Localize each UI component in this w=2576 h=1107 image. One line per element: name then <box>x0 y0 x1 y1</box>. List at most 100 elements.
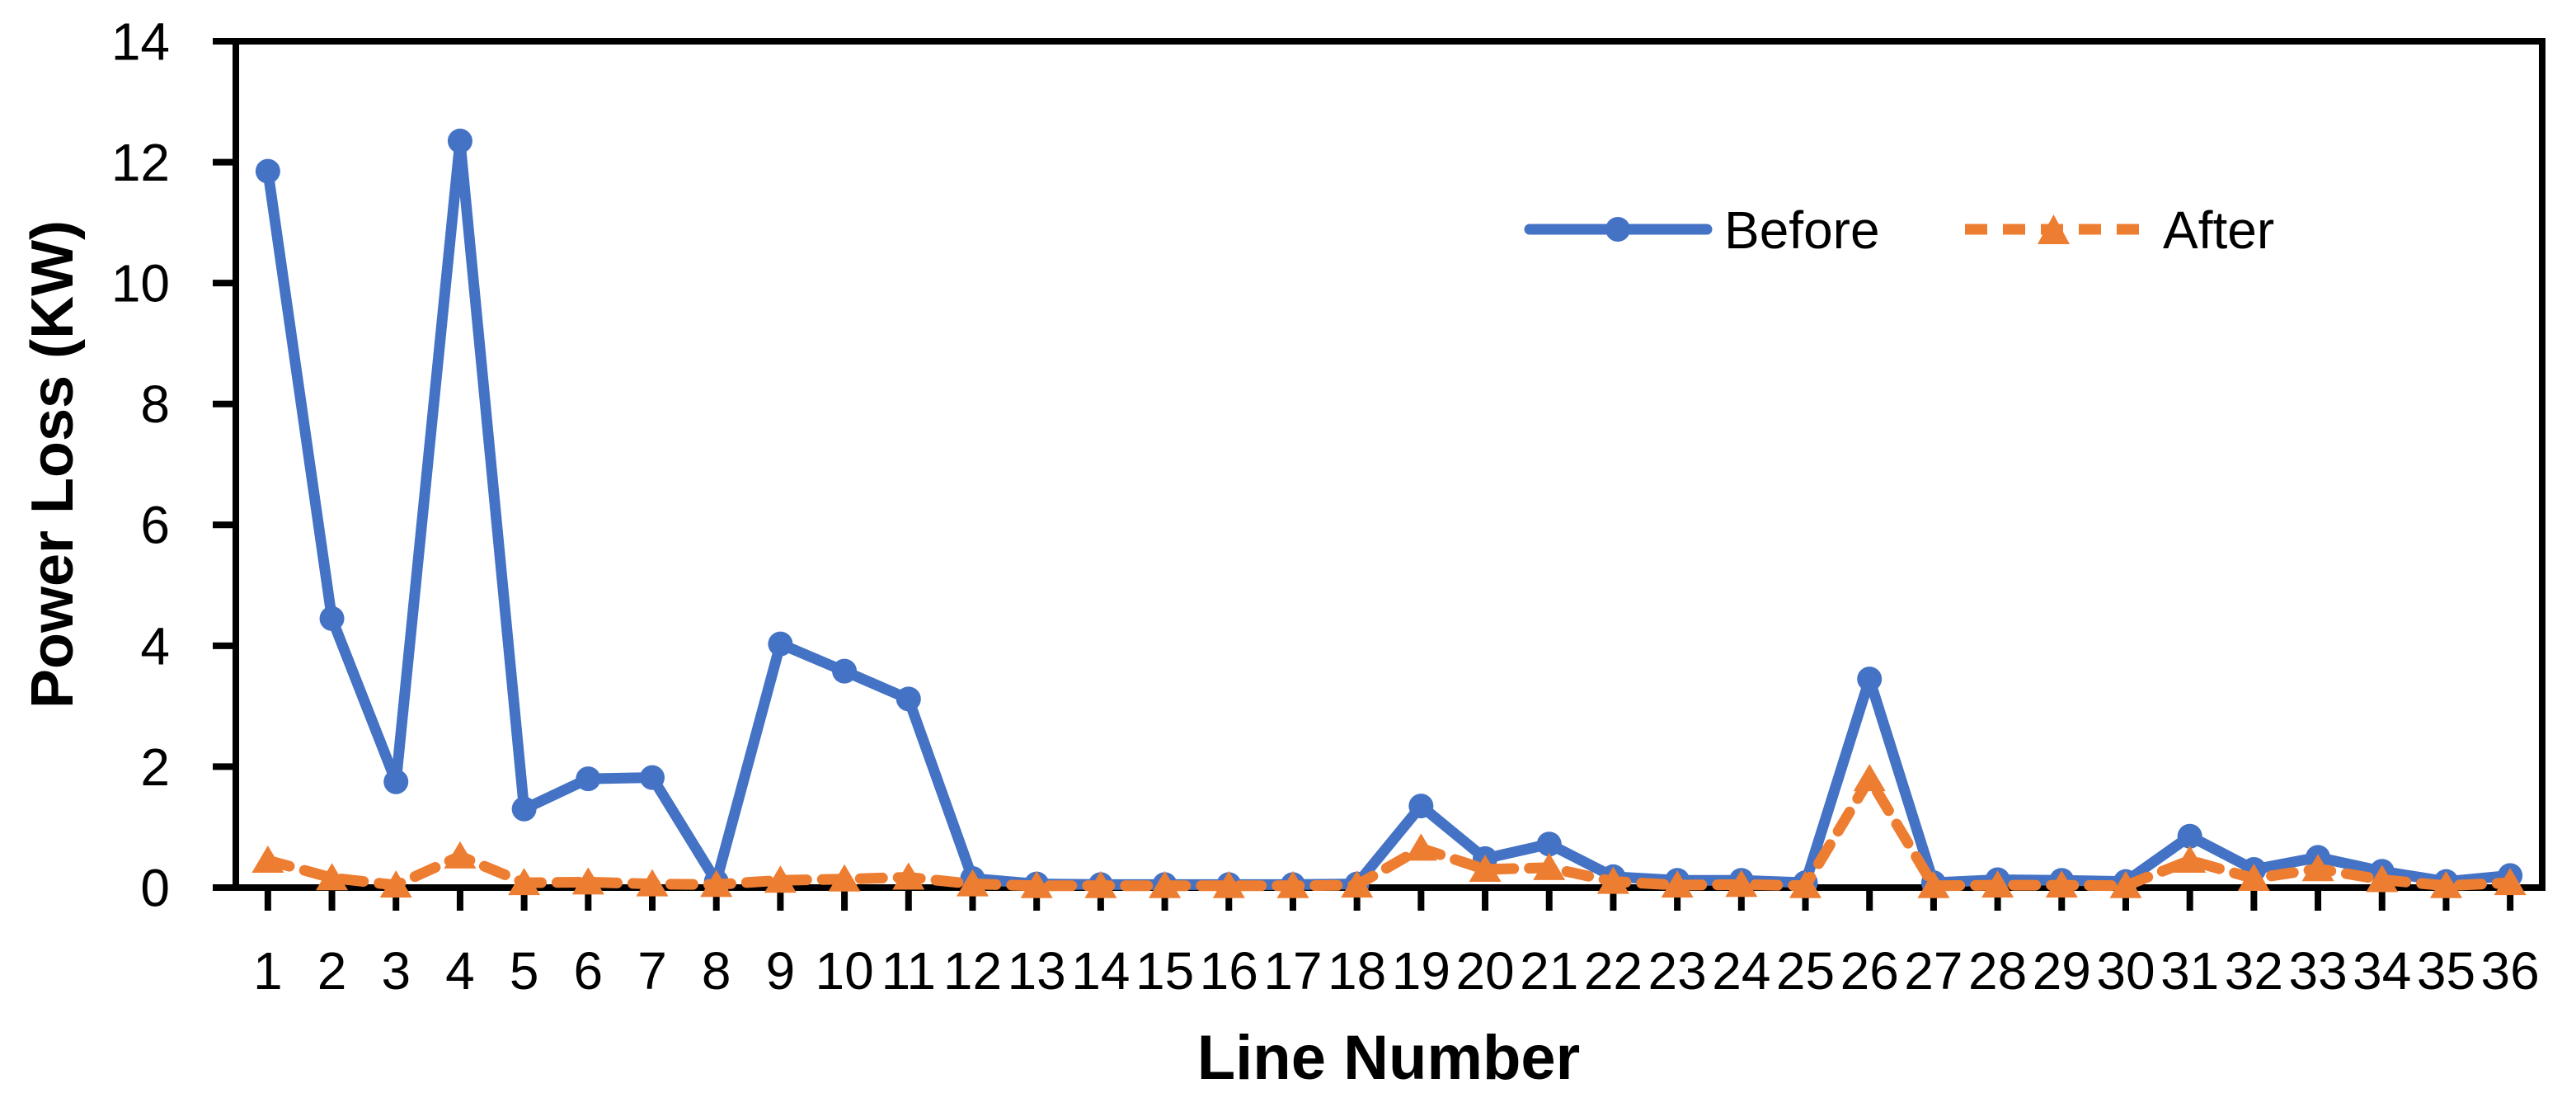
marker-after-29 <box>2045 870 2078 898</box>
marker-after-12 <box>956 869 989 897</box>
marker-after-31 <box>2174 846 2207 874</box>
x-tick-label-8: 8 <box>702 941 731 1001</box>
x-tick-label-12: 12 <box>943 941 1002 1001</box>
x-tick-label-31: 31 <box>2160 941 2219 1001</box>
x-tick-label-14: 14 <box>1071 941 1130 1001</box>
x-axis-title: Line Number <box>1197 1023 1581 1093</box>
x-tick-label-9: 9 <box>766 941 796 1001</box>
marker-after-20 <box>1469 855 1502 883</box>
legend-after-marker-icon <box>2038 214 2070 244</box>
y-axis-title: Power Loss (KW) <box>20 220 86 709</box>
x-tick-label-23: 23 <box>1648 941 1707 1001</box>
marker-after-27 <box>1917 870 1950 898</box>
marker-before-4 <box>447 128 472 153</box>
x-tick-label-22: 22 <box>1584 941 1643 1001</box>
marker-after-7 <box>636 869 669 897</box>
x-tick-label-21: 21 <box>1520 941 1578 1001</box>
y-tick-label-6: 6 <box>140 496 170 555</box>
marker-before-31 <box>2177 823 2202 849</box>
x-tick-label-30: 30 <box>2096 941 2155 1001</box>
marker-before-5 <box>511 796 537 822</box>
marker-after-22 <box>1596 866 1629 894</box>
x-tick-label-26: 26 <box>1840 941 1899 1001</box>
marker-after-17 <box>1276 870 1309 898</box>
x-tick-label-17: 17 <box>1263 941 1322 1001</box>
marker-after-18 <box>1341 870 1374 898</box>
x-tick-label-27: 27 <box>1904 941 1963 1001</box>
series-after-line <box>262 773 2516 892</box>
marker-after-34 <box>2366 864 2399 893</box>
marker-after-32 <box>2237 864 2270 892</box>
marker-after-14 <box>1084 870 1117 898</box>
marker-before-1 <box>255 158 280 184</box>
marker-after-30 <box>2109 870 2142 898</box>
x-tick-label-20: 20 <box>1455 941 1514 1001</box>
marker-after-25 <box>1789 870 1822 898</box>
marker-after-6 <box>571 867 604 895</box>
x-axis: 1 2 3 4 5 6 7 8 9 10 11 12 13 14 15 16 17 18 19 20 21 22 23 24 2… <box>253 888 2540 1001</box>
marker-before-21 <box>1536 831 1562 857</box>
legend-before-marker-icon <box>1605 217 1630 242</box>
x-tick-label-5: 5 <box>510 941 539 1001</box>
marker-before-6 <box>576 766 601 792</box>
y-tick-label-4: 4 <box>140 616 170 676</box>
marker-after-24 <box>1725 869 1758 897</box>
marker-after-21 <box>1533 852 1566 880</box>
x-tick-label-19: 19 <box>1392 941 1450 1001</box>
marker-after-4 <box>444 841 477 869</box>
x-tick-label-16: 16 <box>1200 941 1258 1001</box>
y-tick-label-10: 10 <box>111 254 170 313</box>
marker-after-11 <box>892 862 925 890</box>
y-tick-label-0: 0 <box>140 858 170 917</box>
marker-after-16 <box>1212 870 1245 898</box>
series-after <box>251 764 2527 898</box>
marker-after-15 <box>1149 870 1182 898</box>
marker-before-11 <box>895 686 921 712</box>
x-tick-label-1: 1 <box>253 941 283 1001</box>
marker-after-1 <box>251 846 284 874</box>
marker-after-5 <box>508 868 541 896</box>
marker-after-19 <box>1404 833 1437 861</box>
marker-after-23 <box>1661 870 1694 898</box>
marker-after-10 <box>828 864 861 892</box>
x-tick-label-24: 24 <box>1712 941 1770 1001</box>
marker-after-35 <box>2429 870 2462 898</box>
x-tick-label-36: 36 <box>2481 941 2540 1001</box>
y-tick-label-14: 14 <box>111 12 170 71</box>
y-axis: 0 2 4 6 8 10 12 14 <box>111 12 236 917</box>
marker-after-8 <box>700 869 733 897</box>
x-tick-label-34: 34 <box>2353 941 2411 1001</box>
y-tick-label-2: 2 <box>140 737 170 797</box>
x-tick-label-15: 15 <box>1135 941 1194 1001</box>
marker-before-9 <box>768 631 793 657</box>
marker-before-10 <box>832 658 858 684</box>
x-tick-label-32: 32 <box>2225 941 2283 1001</box>
marker-before-2 <box>319 605 345 631</box>
marker-after-28 <box>1981 870 2014 898</box>
x-tick-label-6: 6 <box>574 941 604 1001</box>
x-tick-label-10: 10 <box>816 941 874 1001</box>
series-layer <box>251 128 2527 898</box>
marker-after-3 <box>379 870 412 898</box>
marker-after-33 <box>2301 854 2334 882</box>
marker-after-13 <box>1020 870 1053 898</box>
x-tick-label-35: 35 <box>2417 941 2475 1001</box>
marker-after-36 <box>2494 868 2527 896</box>
x-tick-label-4: 4 <box>445 941 475 1001</box>
x-tick-label-28: 28 <box>1968 941 2027 1001</box>
x-tick-label-3: 3 <box>381 941 411 1001</box>
y-tick-label-12: 12 <box>111 133 170 192</box>
x-tick-label-18: 18 <box>1328 941 1386 1001</box>
legend: Before After <box>1524 200 2274 260</box>
legend-before-label: Before <box>1724 200 1880 260</box>
x-tick-label-2: 2 <box>317 941 347 1001</box>
legend-after-label: After <box>2163 200 2274 260</box>
marker-after-26 <box>1853 764 1886 792</box>
x-tick-label-11: 11 <box>881 941 936 1001</box>
x-tick-label-29: 29 <box>2033 941 2091 1001</box>
marker-before-3 <box>383 769 409 794</box>
x-tick-label-7: 7 <box>637 941 667 1001</box>
x-tick-label-33: 33 <box>2288 941 2347 1001</box>
